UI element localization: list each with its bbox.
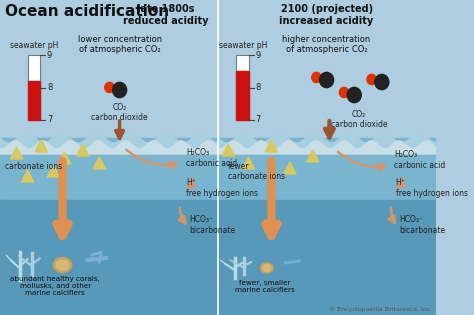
Text: CO₂
carbon dioxide: CO₂ carbon dioxide — [330, 110, 387, 129]
Text: CO₂
carbon dioxide: CO₂ carbon dioxide — [91, 103, 148, 123]
Text: 9: 9 — [47, 50, 52, 60]
Text: seawater pH: seawater pH — [219, 41, 267, 50]
Text: © Encyclopaedia Britannica, Inc.: © Encyclopaedia Britannica, Inc. — [329, 306, 432, 312]
Text: 7: 7 — [256, 116, 261, 124]
Polygon shape — [265, 140, 278, 152]
Text: H⁺
free hydrogen ions: H⁺ free hydrogen ions — [186, 178, 258, 198]
Polygon shape — [35, 140, 48, 152]
Text: carbonate ions: carbonate ions — [5, 162, 62, 171]
Ellipse shape — [105, 82, 114, 93]
Polygon shape — [307, 150, 319, 162]
Ellipse shape — [312, 72, 321, 83]
Bar — [27, 55, 40, 120]
Text: late 1800s
reduced acidity: late 1800s reduced acidity — [123, 4, 209, 26]
Ellipse shape — [347, 87, 361, 103]
Text: HCO₃⁻
bicarbonate: HCO₃⁻ bicarbonate — [190, 215, 236, 235]
Text: HCO₃⁻
bicarbonate: HCO₃⁻ bicarbonate — [399, 215, 446, 235]
Polygon shape — [21, 170, 34, 182]
Polygon shape — [283, 162, 296, 174]
Text: 2100 (projected)
increased acidity: 2100 (projected) increased acidity — [280, 4, 374, 26]
Ellipse shape — [339, 87, 349, 98]
Text: fewer, smaller
marine calcifiers: fewer, smaller marine calcifiers — [235, 280, 295, 293]
Text: fewer
carbonate ions: fewer carbonate ions — [228, 162, 285, 181]
Polygon shape — [222, 144, 235, 156]
Polygon shape — [0, 133, 218, 148]
Polygon shape — [218, 133, 436, 148]
Text: 9: 9 — [256, 50, 261, 60]
Polygon shape — [58, 152, 71, 164]
Polygon shape — [10, 147, 23, 159]
Ellipse shape — [319, 72, 334, 88]
Polygon shape — [93, 157, 106, 169]
Ellipse shape — [375, 74, 389, 90]
Polygon shape — [0, 141, 218, 154]
Ellipse shape — [367, 74, 376, 84]
Text: H₂CO₃
carbonic acid: H₂CO₃ carbonic acid — [186, 148, 237, 168]
Text: H₂CO₃
carbonic acid: H₂CO₃ carbonic acid — [394, 150, 445, 170]
Text: 8: 8 — [47, 83, 52, 92]
Ellipse shape — [260, 263, 273, 273]
Polygon shape — [76, 144, 89, 156]
Bar — [27, 81, 40, 120]
Text: H⁺
free hydrogen ions: H⁺ free hydrogen ions — [396, 178, 468, 198]
Polygon shape — [242, 157, 255, 169]
Text: lower concentration
of atmospheric CO₂: lower concentration of atmospheric CO₂ — [78, 35, 162, 54]
Bar — [237, 71, 249, 120]
Ellipse shape — [54, 257, 72, 272]
Ellipse shape — [263, 265, 271, 272]
Ellipse shape — [56, 260, 69, 270]
Text: 7: 7 — [47, 116, 52, 124]
Bar — [237, 55, 249, 120]
Polygon shape — [218, 141, 436, 154]
Bar — [0, 138, 436, 315]
Ellipse shape — [112, 82, 127, 98]
Text: 8: 8 — [256, 83, 261, 92]
Text: higher concentration
of atmospheric CO₂: higher concentration of atmospheric CO₂ — [283, 35, 371, 54]
Text: abundant healthy corals,
mollusks, and other
marine calcifiers: abundant healthy corals, mollusks, and o… — [10, 276, 100, 296]
Bar — [0, 200, 436, 315]
Text: seawater pH: seawater pH — [10, 41, 58, 50]
Text: Ocean acidification: Ocean acidification — [5, 4, 169, 19]
Polygon shape — [47, 165, 60, 177]
